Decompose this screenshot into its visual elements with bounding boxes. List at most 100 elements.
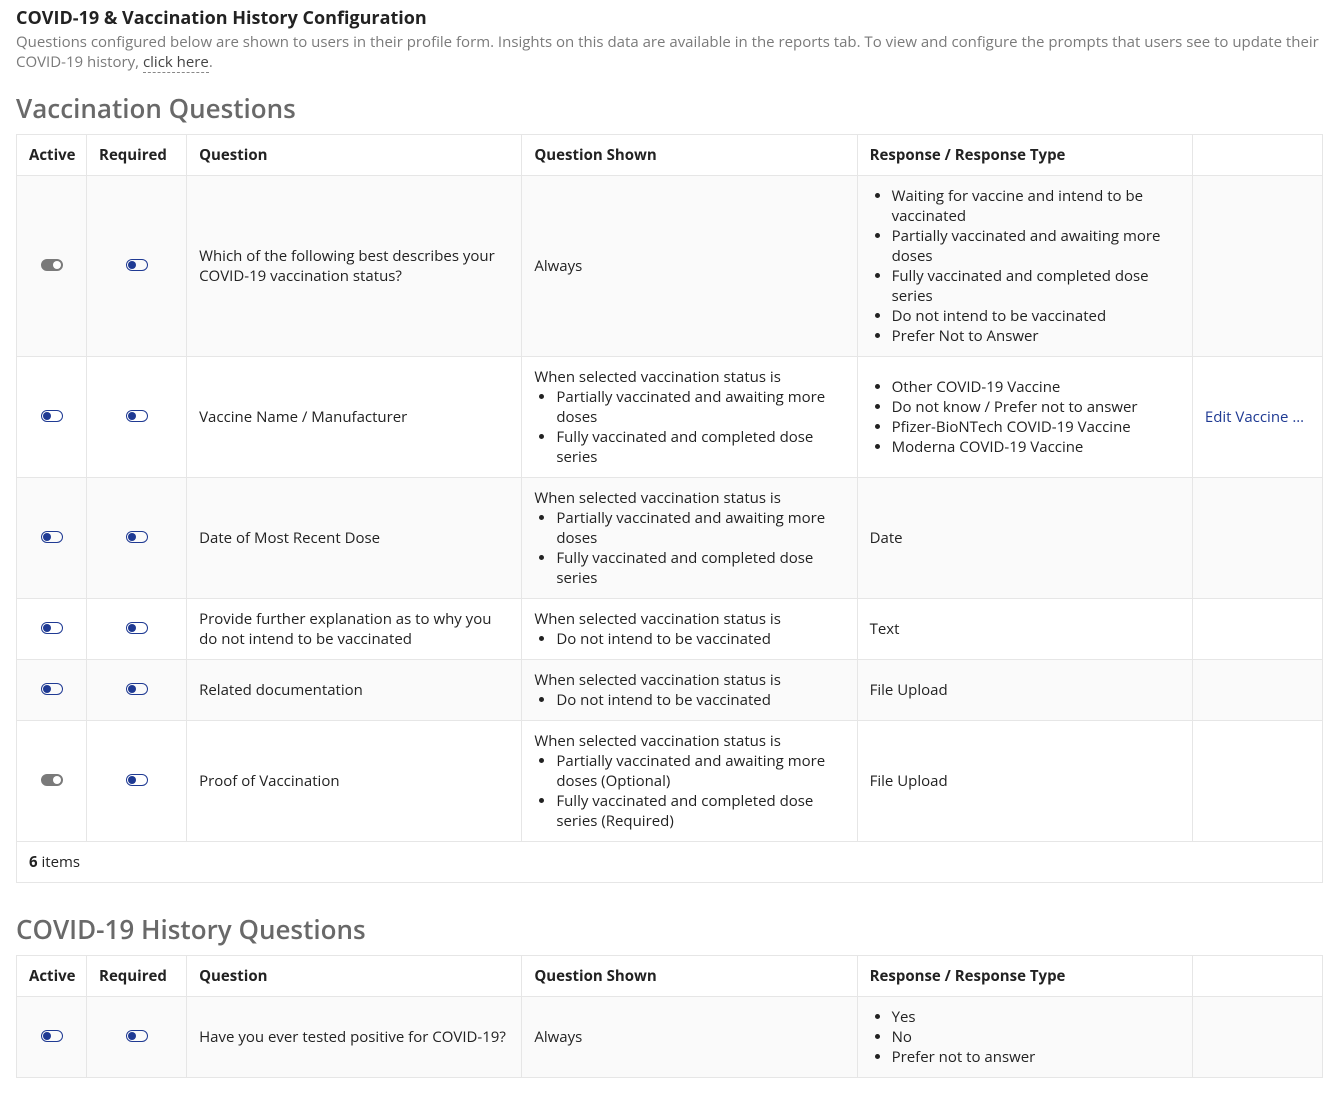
response-cell: Waiting for vaccine and intend to be vac… xyxy=(857,176,1192,357)
col-actions xyxy=(1192,956,1322,997)
list-item: Pfizer-BioNTech COVID-19 Vaccine xyxy=(892,417,1180,437)
col-required: Required xyxy=(87,956,187,997)
active-toggle[interactable] xyxy=(41,410,63,422)
question-cell: Proof of Vaccination xyxy=(187,721,522,842)
list-item: Waiting for vaccine and intend to be vac… xyxy=(892,186,1180,226)
table-row: Have you ever tested positive for COVID-… xyxy=(17,997,1323,1078)
shown-lead: When selected vaccination status is xyxy=(534,488,844,508)
actions-cell xyxy=(1192,997,1322,1078)
actions-cell xyxy=(1192,478,1322,599)
shown-lead: When selected vaccination status is xyxy=(534,670,844,690)
shown-lead: Always xyxy=(534,1027,844,1047)
response-list: Waiting for vaccine and intend to be vac… xyxy=(870,186,1180,346)
list-item: Partially vaccinated and awaiting more d… xyxy=(556,387,844,427)
question-cell: Have you ever tested positive for COVID-… xyxy=(187,997,522,1078)
required-toggle[interactable] xyxy=(126,683,148,695)
list-item: Prefer not to answer xyxy=(892,1047,1180,1067)
response-cell: Text xyxy=(857,599,1192,660)
actions-cell xyxy=(1192,721,1322,842)
shown-list: Partially vaccinated and awaiting more d… xyxy=(534,508,844,588)
shown-lead: When selected vaccination status is xyxy=(534,609,844,629)
list-item: Other COVID-19 Vaccine xyxy=(892,377,1180,397)
question-shown-cell: When selected vaccination status isParti… xyxy=(522,478,857,599)
shown-lead: When selected vaccination status is xyxy=(534,367,844,387)
shown-list: Do not intend to be vaccinated xyxy=(534,690,844,710)
active-toggle[interactable] xyxy=(41,774,63,786)
active-toggle[interactable] xyxy=(41,531,63,543)
table-row: Which of the following best describes yo… xyxy=(17,176,1323,357)
edit-vaccine-options-link[interactable]: Edit Vaccine Opti… xyxy=(1205,407,1310,427)
required-toggle[interactable] xyxy=(126,1030,148,1042)
configure-prompts-link[interactable]: click here xyxy=(143,52,209,73)
response-cell: File Upload xyxy=(857,660,1192,721)
active-toggle[interactable] xyxy=(41,259,63,271)
list-item: Partially vaccinated and awaiting more d… xyxy=(556,751,844,791)
vaccination-table: Active Required Question Question Shown … xyxy=(16,134,1323,883)
active-toggle[interactable] xyxy=(41,1030,63,1042)
col-response: Response / Response Type xyxy=(857,956,1192,997)
question-cell: Date of Most Recent Dose xyxy=(187,478,522,599)
footer-count: 6 xyxy=(29,852,38,872)
list-item: Do not intend to be vaccinated xyxy=(556,629,844,649)
question-cell: Related documentation xyxy=(187,660,522,721)
vaccination-table-footer: 6 items xyxy=(17,842,1323,883)
question-shown-cell: When selected vaccination status isParti… xyxy=(522,721,857,842)
question-shown-cell: When selected vaccination status isParti… xyxy=(522,357,857,478)
list-item: Do not intend to be vaccinated xyxy=(556,690,844,710)
page-description-suffix: . xyxy=(209,52,213,72)
response-cell: Other COVID-19 VaccineDo not know / Pref… xyxy=(857,357,1192,478)
actions-cell: Edit Vaccine Opti… xyxy=(1192,357,1322,478)
shown-list: Do not intend to be vaccinated xyxy=(534,629,844,649)
required-toggle[interactable] xyxy=(126,259,148,271)
history-section-title: COVID-19 History Questions xyxy=(16,911,1323,947)
list-item: Fully vaccinated and completed dose seri… xyxy=(556,427,844,467)
response-list: Other COVID-19 VaccineDo not know / Pref… xyxy=(870,377,1180,457)
col-question: Question xyxy=(187,135,522,176)
list-item: Yes xyxy=(892,1007,1180,1027)
question-shown-cell: When selected vaccination status isDo no… xyxy=(522,599,857,660)
page-description: Questions configured below are shown to … xyxy=(16,32,1323,72)
response-cell: YesNoPrefer not to answer xyxy=(857,997,1192,1078)
active-toggle[interactable] xyxy=(41,622,63,634)
list-item: Fully vaccinated and completed dose seri… xyxy=(556,548,844,588)
col-response: Response / Response Type xyxy=(857,135,1192,176)
list-item: Do not intend to be vaccinated xyxy=(892,306,1180,326)
question-cell: Which of the following best describes yo… xyxy=(187,176,522,357)
footer-label: items xyxy=(38,852,81,872)
list-item: Do not know / Prefer not to answer xyxy=(892,397,1180,417)
required-toggle[interactable] xyxy=(126,622,148,634)
col-actions xyxy=(1192,135,1322,176)
list-item: Fully vaccinated and completed dose seri… xyxy=(892,266,1180,306)
table-row: Provide further explanation as to why yo… xyxy=(17,599,1323,660)
actions-cell xyxy=(1192,599,1322,660)
list-item: Fully vaccinated and completed dose seri… xyxy=(556,791,844,831)
list-item: Prefer Not to Answer xyxy=(892,326,1180,346)
question-cell: Vaccine Name / Manufacturer xyxy=(187,357,522,478)
question-shown-cell: Always xyxy=(522,997,857,1078)
table-row: Date of Most Recent DoseWhen selected va… xyxy=(17,478,1323,599)
response-cell: File Upload xyxy=(857,721,1192,842)
list-item: Partially vaccinated and awaiting more d… xyxy=(556,508,844,548)
list-item: Partially vaccinated and awaiting more d… xyxy=(892,226,1180,266)
shown-lead: Always xyxy=(534,256,844,276)
history-table: Active Required Question Question Shown … xyxy=(16,955,1323,1078)
question-cell: Provide further explanation as to why yo… xyxy=(187,599,522,660)
col-active: Active xyxy=(17,956,87,997)
table-row: Vaccine Name / ManufacturerWhen selected… xyxy=(17,357,1323,478)
active-toggle[interactable] xyxy=(41,683,63,695)
response-list: YesNoPrefer not to answer xyxy=(870,1007,1180,1067)
response-cell: Date xyxy=(857,478,1192,599)
required-toggle[interactable] xyxy=(126,410,148,422)
required-toggle[interactable] xyxy=(126,774,148,786)
question-shown-cell: When selected vaccination status isDo no… xyxy=(522,660,857,721)
col-question: Question xyxy=(187,956,522,997)
shown-list: Partially vaccinated and awaiting more d… xyxy=(534,387,844,467)
actions-cell xyxy=(1192,660,1322,721)
col-shown: Question Shown xyxy=(522,956,857,997)
col-shown: Question Shown xyxy=(522,135,857,176)
shown-list: Partially vaccinated and awaiting more d… xyxy=(534,751,844,831)
question-shown-cell: Always xyxy=(522,176,857,357)
page-title: COVID-19 & Vaccination History Configura… xyxy=(16,6,1323,30)
required-toggle[interactable] xyxy=(126,531,148,543)
actions-cell xyxy=(1192,176,1322,357)
